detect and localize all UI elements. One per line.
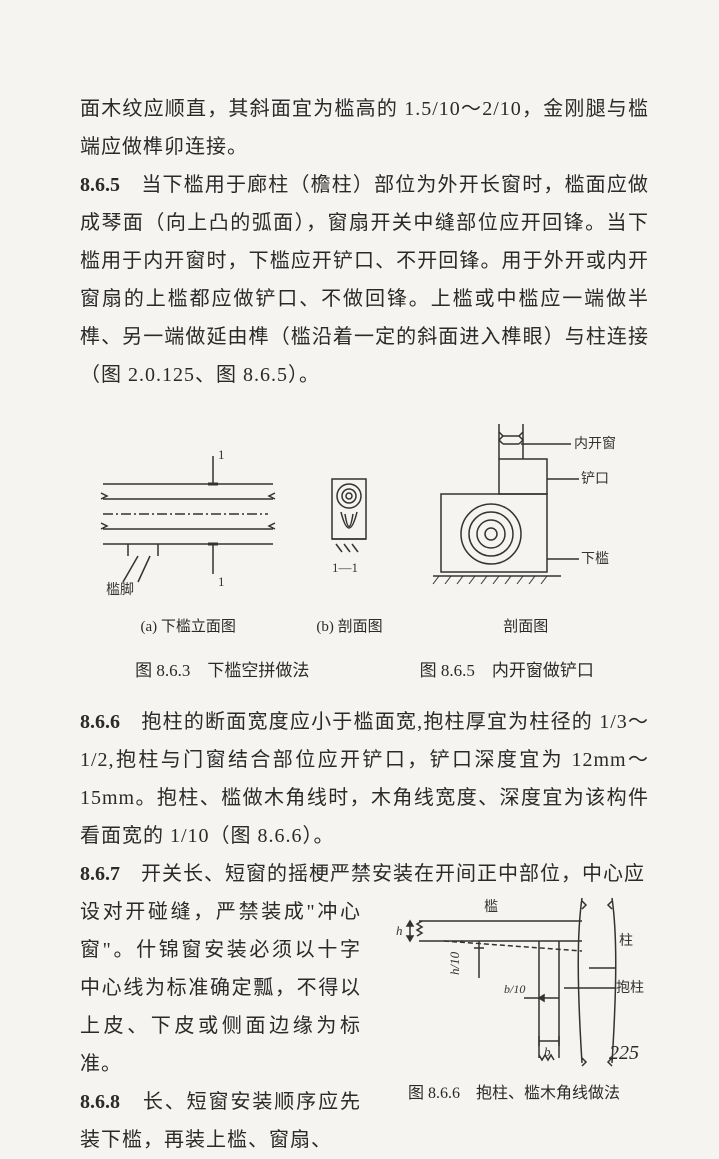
section-number: 8.6.6 — [80, 711, 120, 733]
elevation-svg: 1 1 槛脚 — [98, 444, 278, 604]
foot-label: 槛脚 — [106, 582, 134, 598]
b10-label: b/10 — [504, 982, 525, 996]
figure-866-svg: 槛 h h/10 b/10 b 柱 抱柱 — [384, 893, 644, 1068]
section-text: 长、短窗安装顺序应先装下槛，再装上槛、窗扇、 — [80, 1091, 361, 1151]
section-8-6-6: 8.6.6 抱柱的断面宽度应小于槛面宽,抱柱厚宜为柱径的 1/3～1/2,抱柱与… — [80, 703, 649, 855]
baozhu-label: 抱柱 — [616, 980, 644, 996]
section-8-6-5: 8.6.5 当下槛用于廊柱（檐柱）部位为外开长窗时，槛面应做成琴面（向上凸的弧面… — [80, 166, 649, 394]
figure-863-caption: 图 8.6.3 下槛空拼做法 — [135, 656, 309, 681]
kan-label: 槛 — [484, 899, 498, 915]
section-mark-top: 1 — [218, 447, 225, 462]
section-mark-bottom: 1 — [218, 574, 225, 589]
section-svg: 1—1 — [314, 444, 384, 604]
figure-865-label: 剖面图 — [421, 615, 631, 636]
figure-865-caption: 图 8.6.5 内开窗做铲口 — [420, 656, 594, 681]
inner-window-label: 内开窗 — [574, 435, 616, 452]
h-label: h — [396, 923, 403, 938]
figure-863a-label: (a) 下槛立面图 — [98, 615, 278, 636]
section-text: 开关长、短窗的摇梗严禁安装在开间正中部位，中心应 — [120, 863, 645, 885]
section-8-6-7b: 设对开碰缝，严禁装成"冲心窗"。什锦窗安装必须以十字中心线为标准确定瓢，不得以上… — [80, 893, 361, 1083]
inline-text-column: 设对开碰缝，严禁装成"冲心窗"。什锦窗安装必须以十字中心线为标准确定瓢，不得以上… — [80, 893, 361, 1159]
section-8-6-7a: 8.6.7 开关长、短窗的摇梗严禁安装在开间正中部位，中心应 — [80, 855, 649, 893]
figure-caption-row: 图 8.6.3 下槛空拼做法 图 8.6.5 内开窗做铲口 — [80, 656, 649, 681]
section-number: 8.6.5 — [80, 174, 120, 196]
b-label: b — [544, 1044, 551, 1059]
inline-figure-wrap: 设对开碰缝，严禁装成"冲心窗"。什锦窗安装必须以十字中心线为标准确定瓢，不得以上… — [80, 893, 649, 1159]
text: 面木纹应顺直，其斜面宜为槛高的 1.5/10～2/10，金刚腿与槛端应做榫卯连接… — [80, 98, 649, 158]
chankou-svg: 内开窗 铲口 下槛 — [421, 424, 631, 604]
figure-863b-label: (b) 剖面图 — [314, 615, 384, 636]
figure-865: 内开窗 铲口 下槛 剖面图 — [421, 424, 631, 636]
xiakan-label: 下槛 — [581, 551, 609, 567]
section-8-6-8: 8.6.8 长、短窗安装顺序应先装下槛，再装上槛、窗扇、 — [80, 1083, 361, 1159]
h10-label: h/10 — [447, 951, 462, 975]
section-number: 8.6.7 — [80, 863, 120, 885]
paragraph-continuation: 面木纹应顺直，其斜面宜为槛高的 1.5/10～2/10，金刚腿与槛端应做榫卯连接… — [80, 90, 649, 166]
page-number: 225 — [609, 1042, 639, 1065]
figure-866-caption: 图 8.6.6 抱柱、槛木角线做法 — [379, 1079, 649, 1103]
figure-863a: 1 1 槛脚 (a) 下槛立面图 — [98, 444, 278, 636]
section-number: 8.6.8 — [80, 1091, 120, 1113]
figure-863b: 1—1 (b) 剖面图 — [314, 444, 384, 636]
chankou-label: 铲口 — [581, 471, 609, 487]
section-text: 设对开碰缝，严禁装成"冲心窗"。什锦窗安装必须以十字中心线为标准确定瓢，不得以上… — [80, 901, 361, 1075]
section-label: 1—1 — [332, 560, 358, 575]
section-text: 抱柱的断面宽度应小于槛面宽,抱柱厚宜为柱径的 1/3～1/2,抱柱与门窗结合部位… — [80, 711, 649, 847]
figure-row-863-865: 1 1 槛脚 (a) 下槛立面图 1—1 (b) 剖面图 — [80, 424, 649, 636]
section-text: 当下槛用于廊柱（檐柱）部位为外开长窗时，槛面应做成琴面（向上凸的弧面），窗扇开关… — [80, 174, 649, 386]
figure-866: 槛 h h/10 b/10 b 柱 抱柱 图 8.6.6 抱柱、槛木角线做法 — [379, 893, 649, 1103]
zhu-label: 柱 — [619, 933, 633, 949]
